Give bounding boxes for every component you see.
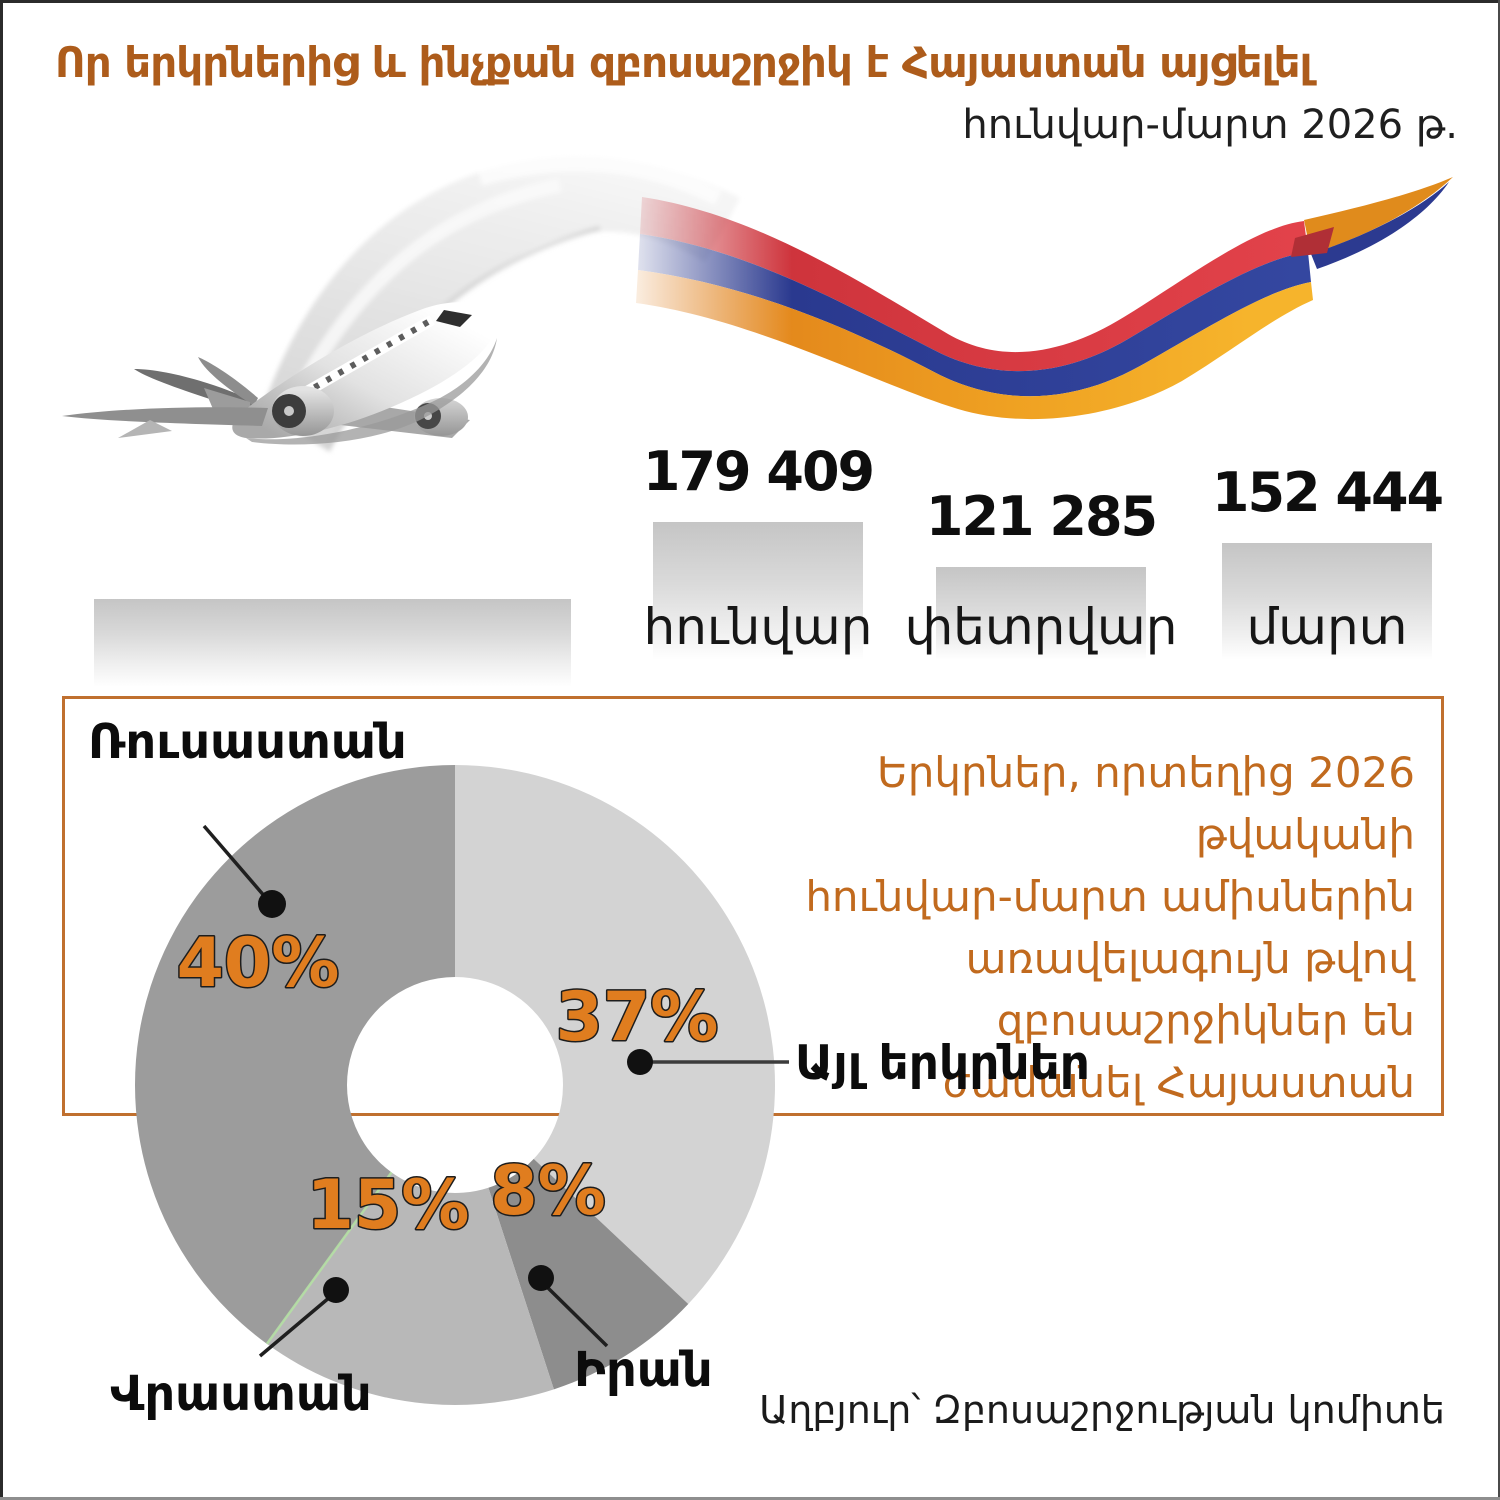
frame-edge-bottom — [0, 1497, 1500, 1500]
info-line-3: առավելագույն թվով — [965, 934, 1415, 983]
bar-value-january: 179 409 — [642, 440, 875, 503]
airplane-illustration — [62, 302, 499, 445]
bar-value-february: 121 285 — [925, 485, 1158, 548]
bar-label-january: հունվար — [643, 598, 873, 656]
bar-label-march: մարտ — [1246, 598, 1408, 656]
right-wing — [332, 402, 470, 438]
frame-edge-left — [0, 0, 3, 1500]
main-wing — [62, 407, 268, 426]
bar-value-march: 152 444 — [1211, 461, 1444, 524]
ribbon-red-stripe — [640, 197, 1308, 372]
ribbon-twist-red — [1291, 227, 1334, 257]
window-strip — [289, 315, 435, 405]
pct-label-georgia: 15% — [307, 1166, 470, 1245]
ribbon-tip-blue — [1311, 182, 1449, 269]
ribbon-blue-stripe — [638, 234, 1311, 397]
bar-january — [653, 522, 863, 660]
callout-dot-georgia — [323, 1277, 349, 1303]
frame-edge-right — [1498, 0, 1500, 1500]
passenger-windows — [294, 319, 430, 401]
callout-dot-iran — [528, 1265, 554, 1291]
callout-line-iran — [544, 1284, 609, 1348]
bar-february — [936, 567, 1146, 660]
pct-label-iran: 8% — [490, 1152, 605, 1231]
info-line-5: ժամանել Հայաստան — [942, 1058, 1415, 1107]
info-box-text: Երկրներ, որտեղից 2026 թվականի հունվար-մա… — [675, 742, 1415, 1114]
segment-divider-line — [265, 1171, 393, 1345]
wing-flap — [118, 420, 172, 438]
right-engine — [414, 398, 468, 436]
donut-label-other-countries: Այլ երկրներ — [795, 1036, 1090, 1091]
donut-label-georgia: Վրաստան — [110, 1366, 372, 1422]
info-line-4: զբոսաշրջիկներ են — [996, 996, 1415, 1045]
frame-edge-top — [0, 0, 1500, 3]
page-subtitle: հունվար-մարտ 2026 թ. — [962, 102, 1458, 148]
info-line-1: Երկրներ, որտեղից 2026 թվականի — [876, 748, 1415, 859]
cockpit-windows — [436, 310, 472, 327]
left-engine — [272, 386, 334, 436]
bar-label-february: փետրվար — [904, 598, 1178, 656]
donut-label-iran: Իրան — [574, 1342, 713, 1398]
contrail-smoke-swoosh — [262, 155, 740, 452]
fuselage — [232, 302, 499, 439]
ribbon-orange-stripe — [636, 270, 1313, 420]
armenian-flag-ribbon — [636, 177, 1453, 420]
info-line-2: հունվար-մարտ ամիսներին — [805, 872, 1415, 921]
page-title: Որ երկրներից և ինչքան զբոսաշրջիկ է Հայաս… — [55, 38, 1313, 87]
belly-shadow — [246, 338, 497, 445]
decorative-baseline-bar — [94, 599, 571, 687]
ribbon-tip-orange — [1304, 177, 1453, 254]
bar-march — [1222, 543, 1432, 660]
donut-label-russia: Ռուսաստան — [88, 714, 407, 770]
callout-line-georgia — [258, 1295, 332, 1358]
source-note: Աղբյուր՝ Զբոսաշրջության կոմիտե — [759, 1388, 1445, 1432]
tail-assembly — [134, 357, 258, 417]
